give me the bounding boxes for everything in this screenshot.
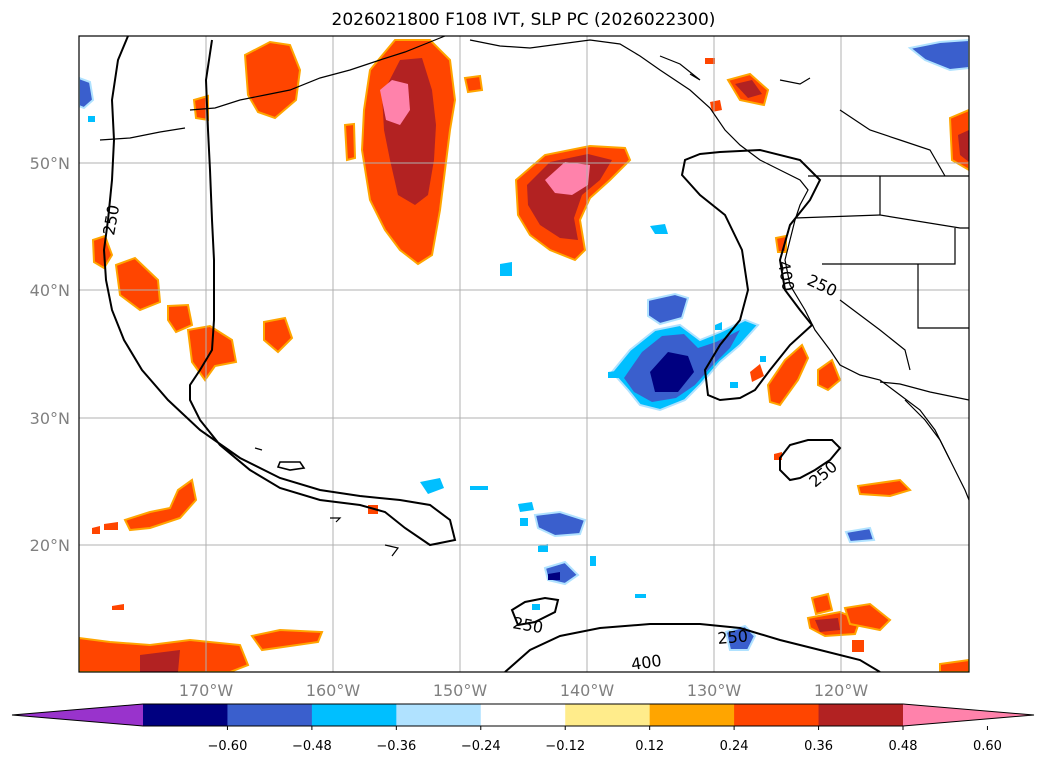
longitude-labels: 170°W 160°W 150°W 140°W 130°W 120°W — [179, 681, 869, 700]
colorbar-swatch — [734, 704, 820, 726]
colorbar-outline — [11, 703, 1035, 727]
lon-label: 160°W — [306, 681, 361, 700]
colorbar-swatch — [227, 704, 313, 726]
lon-label: 140°W — [560, 681, 615, 700]
lon-label: 170°W — [179, 681, 234, 700]
lat-label: 50°N — [30, 154, 70, 173]
contour-label: 250 — [717, 626, 749, 648]
ivt-positive-anomalies — [79, 39, 969, 672]
contour-labels: 250 400 250 250 250 250 400 — [99, 203, 841, 674]
colorbar-tick-label: 0.12 — [635, 739, 664, 754]
colorbar-swatch — [12, 704, 143, 726]
coastlines — [99, 36, 969, 557]
lat-label: 30°N — [30, 409, 70, 428]
colorbar-tick-label: 0.48 — [889, 739, 918, 754]
colorbar-tick-label: −0.12 — [545, 739, 585, 754]
colorbar-tick-label: −0.36 — [376, 739, 416, 754]
colorbar-tick-label: 0.60 — [973, 739, 1002, 754]
latitude-labels: 50°N 40°N 30°N 20°N — [30, 154, 70, 555]
colorbar-tick-label: 0.24 — [720, 739, 749, 754]
colorbar-tick-label: 0.36 — [804, 739, 833, 754]
map-panel: 250 400 250 250 250 250 400 50°N 40°N 30… — [30, 35, 970, 700]
colorbar-tick-label: −0.24 — [461, 739, 501, 754]
colorbar-swatch — [903, 704, 1034, 726]
colorbar-swatch — [565, 704, 651, 726]
lat-label: 20°N — [30, 536, 70, 555]
lon-label: 130°W — [687, 681, 742, 700]
colorbar-tick-label: −0.48 — [292, 739, 332, 754]
lat-label: 40°N — [30, 281, 70, 300]
graticule — [79, 36, 969, 672]
colorbar-swatch — [311, 704, 397, 726]
map-title: 2026021800 F108 IVT, SLP PC (2026022300) — [331, 10, 716, 30]
colorbar-swatch — [396, 704, 482, 726]
contour-label: 400 — [630, 651, 663, 674]
slp-contours — [102, 36, 881, 672]
map-frame — [78, 35, 970, 673]
colorbar-swatch — [143, 704, 228, 726]
lon-label: 120°W — [814, 681, 869, 700]
colorbar-swatch — [818, 704, 904, 726]
colorbar-swatch — [480, 704, 566, 726]
lon-label: 150°W — [433, 681, 488, 700]
colorbar-swatch — [649, 704, 735, 726]
colorbar-tick-label: −0.60 — [208, 739, 248, 754]
